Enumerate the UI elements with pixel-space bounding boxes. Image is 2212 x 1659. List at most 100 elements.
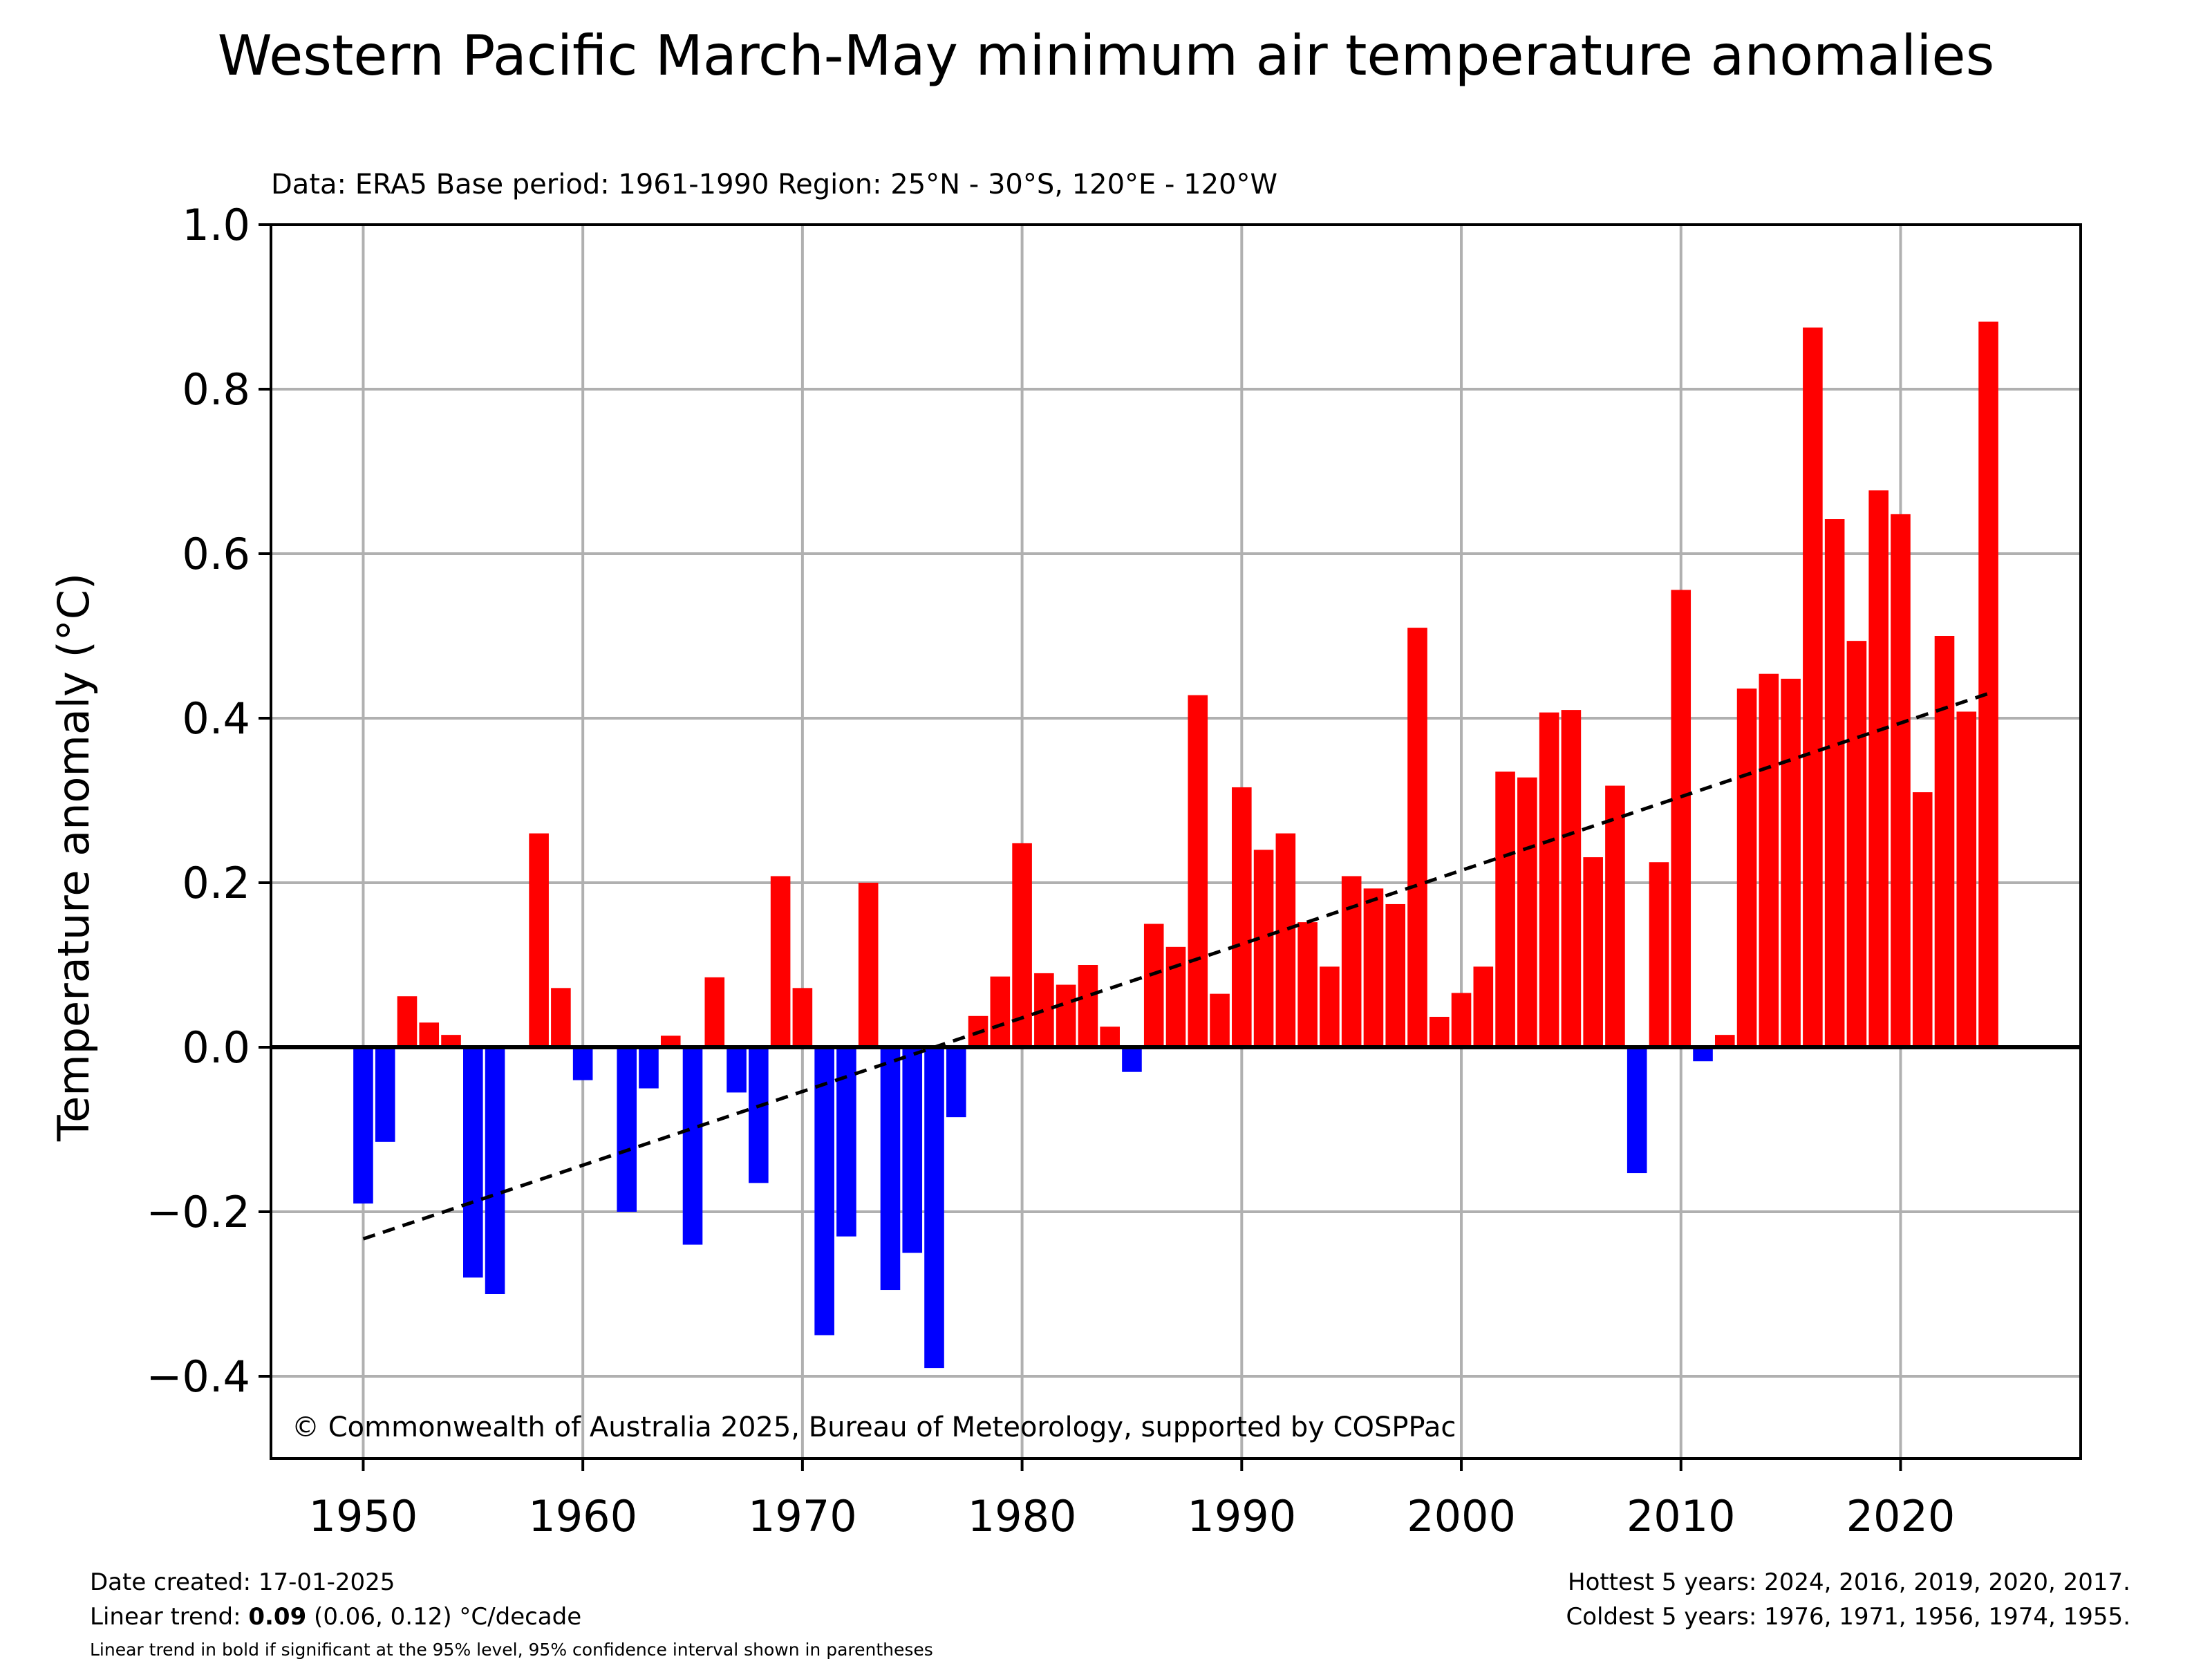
bar-1980 xyxy=(1012,843,1032,1047)
bar-2002 xyxy=(1495,771,1515,1047)
x-tick-label: 1980 xyxy=(968,1491,1077,1541)
y-tick-label: 0.4 xyxy=(182,693,250,744)
bar-2019 xyxy=(1868,490,1888,1047)
y-tick-label: −0.2 xyxy=(146,1187,250,1237)
bar-1971 xyxy=(814,1047,834,1335)
y-tick-label: 1.0 xyxy=(182,200,250,250)
hottest-years: Hottest 5 years: 2024, 2016, 2019, 2020,… xyxy=(1568,1568,2130,1596)
bar-1967 xyxy=(727,1047,747,1093)
bar-1985 xyxy=(1122,1047,1142,1072)
x-tick-label: 1970 xyxy=(748,1491,857,1541)
bar-1995 xyxy=(1341,876,1362,1047)
bar-1968 xyxy=(749,1047,769,1183)
linear-trend-value: 0.09 xyxy=(248,1603,306,1631)
bar-1991 xyxy=(1253,850,1274,1047)
bar-1952 xyxy=(397,996,418,1047)
bar-1992 xyxy=(1275,833,1296,1047)
bar-2013 xyxy=(1736,688,1757,1047)
bar-1994 xyxy=(1320,966,1340,1047)
x-tick-label: 1950 xyxy=(309,1491,418,1541)
bar-1970 xyxy=(792,988,813,1047)
bar-2009 xyxy=(1649,862,1669,1047)
bar-1984 xyxy=(1100,1027,1120,1047)
bar-1964 xyxy=(660,1035,681,1047)
y-tick-label: 0.2 xyxy=(182,858,250,908)
bar-2008 xyxy=(1627,1047,1647,1174)
x-tick-label: 2010 xyxy=(1627,1491,1736,1541)
bar-2016 xyxy=(1803,327,1823,1047)
bar-2001 xyxy=(1473,966,1494,1047)
y-tick-label: −0.4 xyxy=(146,1351,250,1402)
bar-2022 xyxy=(1934,636,1955,1047)
y-tick-label: 0.0 xyxy=(182,1022,250,1073)
bar-1987 xyxy=(1165,946,1186,1047)
chart-title: Western Pacific March-May minimum air te… xyxy=(218,24,1995,88)
bar-1969 xyxy=(770,876,791,1047)
bar-1983 xyxy=(1078,965,1098,1047)
bar-1973 xyxy=(858,883,879,1047)
bar-2017 xyxy=(1824,519,1845,1047)
bar-2005 xyxy=(1561,710,1582,1047)
bar-1966 xyxy=(704,977,725,1047)
date-created: Date created: 17-01-2025 xyxy=(90,1568,395,1596)
bar-1996 xyxy=(1363,888,1384,1047)
bar-2000 xyxy=(1451,993,1472,1047)
bar-2014 xyxy=(1759,673,1779,1047)
bar-1976 xyxy=(924,1047,944,1369)
bar-1989 xyxy=(1210,993,1230,1047)
linear-trend: Linear trend: 0.09 (0.06, 0.12) °C/decad… xyxy=(90,1603,581,1631)
bar-2010 xyxy=(1671,590,1691,1047)
bar-1951 xyxy=(375,1047,395,1142)
bar-2021 xyxy=(1912,792,1933,1047)
bar-2004 xyxy=(1539,712,1559,1047)
bar-1974 xyxy=(880,1047,901,1291)
bar-1986 xyxy=(1143,924,1164,1047)
linear-trend-interval: (0.06, 0.12) °C/decade xyxy=(306,1603,581,1631)
bar-1977 xyxy=(946,1047,966,1118)
x-tick-label: 1960 xyxy=(528,1491,637,1541)
x-tick-label: 2020 xyxy=(1846,1491,1956,1541)
bar-1999 xyxy=(1429,1016,1450,1047)
bar-1982 xyxy=(1056,984,1076,1047)
bar-1981 xyxy=(1034,973,1054,1047)
bar-1950 xyxy=(353,1047,373,1204)
bar-1990 xyxy=(1232,787,1252,1047)
bar-1955 xyxy=(463,1047,483,1278)
bar-2007 xyxy=(1605,785,1625,1047)
bar-2015 xyxy=(1781,678,1801,1047)
bars xyxy=(353,321,1998,1369)
bar-1959 xyxy=(551,988,571,1047)
bar-1988 xyxy=(1188,695,1208,1047)
bar-1956 xyxy=(485,1047,505,1294)
trend-line xyxy=(362,691,1989,1241)
bar-1954 xyxy=(441,1035,461,1047)
bar-2020 xyxy=(1891,514,1911,1047)
linear-trend-prefix: Linear trend: xyxy=(90,1603,248,1631)
bar-1993 xyxy=(1297,922,1318,1047)
chart-subtitle: Data: ERA5 Base period: 1961-1990 Region… xyxy=(271,169,1277,200)
bar-1960 xyxy=(572,1047,593,1080)
bar-1965 xyxy=(682,1047,703,1245)
bar-2023 xyxy=(1956,711,1977,1047)
coldest-years: Coldest 5 years: 1976, 1971, 1956, 1974,… xyxy=(1566,1603,2130,1631)
y-axis-label: Temperature anomaly (°C) xyxy=(48,573,99,1142)
trend-note: Linear trend in bold if significant at t… xyxy=(90,1640,933,1659)
bar-2003 xyxy=(1517,777,1537,1047)
bar-1958 xyxy=(529,833,549,1047)
bar-1963 xyxy=(639,1047,659,1089)
x-tick-label: 1990 xyxy=(1187,1491,1296,1541)
bar-2024 xyxy=(1978,321,1998,1047)
plot-frame xyxy=(270,223,2082,1460)
copyright-credit: © Commonwealth of Australia 2025, Bureau… xyxy=(292,1412,1456,1443)
bar-1997 xyxy=(1385,903,1406,1047)
bar-1962 xyxy=(617,1047,637,1212)
x-tick-label: 2000 xyxy=(1407,1491,1516,1541)
bar-1975 xyxy=(902,1047,923,1253)
bar-1979 xyxy=(990,976,1011,1047)
axis-ticks: 1950 1960 1970 1980 1990 2000 2010 2020 −0.4 −0.2… xyxy=(146,200,1955,1541)
bar-2018 xyxy=(1846,641,1867,1047)
bar-2011 xyxy=(1693,1047,1713,1062)
y-tick-label: 0.6 xyxy=(182,529,250,579)
bar-2006 xyxy=(1583,857,1603,1047)
